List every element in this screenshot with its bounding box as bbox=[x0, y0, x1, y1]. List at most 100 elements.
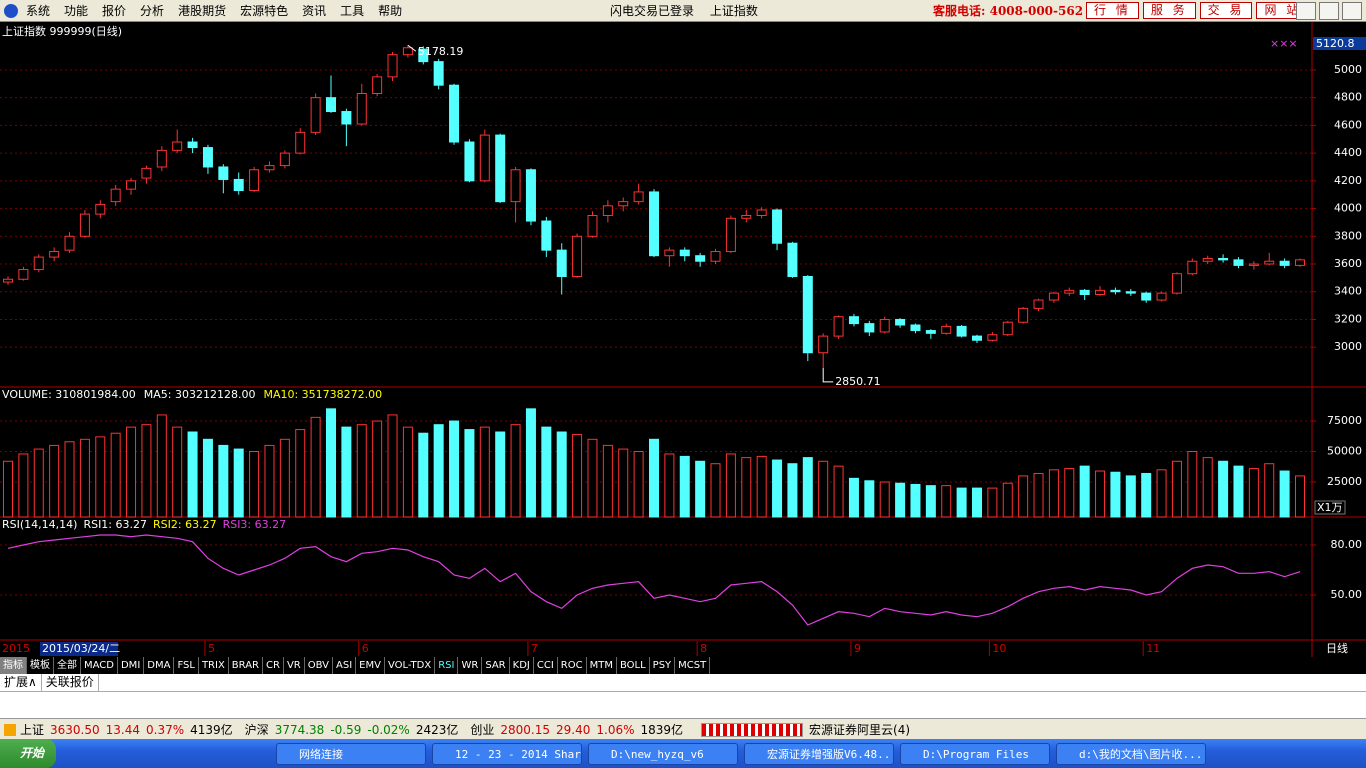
top-button[interactable]: 行 情 bbox=[1086, 2, 1139, 19]
task-button[interactable]: d:\我的文档\图片收... bbox=[1056, 742, 1207, 765]
indicator-tab[interactable]: OBV bbox=[305, 657, 333, 674]
volume-bar bbox=[295, 429, 306, 518]
volume-bar bbox=[418, 432, 429, 518]
indicator-tabs: 指标 模板 全部 MACD DMI DMA FSL TRIX BRAR CR VR OBV ASI EMV… bbox=[0, 657, 1366, 674]
indicator-header: MA10: 351738272.00 bbox=[263, 388, 382, 401]
candle-body bbox=[725, 217, 736, 253]
menu-item[interactable]: 工具 bbox=[340, 4, 365, 18]
indicator-tab[interactable]: PSY bbox=[650, 657, 676, 674]
menu-item[interactable]: 港股期货 bbox=[178, 4, 227, 18]
top-buttons: 行 情服 务交 易网 站 bbox=[1086, 2, 1313, 19]
task-button[interactable]: 12 - 23 - 2014 Shar... bbox=[432, 742, 583, 765]
indicator-tab[interactable]: DMA bbox=[144, 657, 175, 674]
close-button[interactable] bbox=[1342, 1, 1362, 20]
volume-bar bbox=[341, 426, 352, 518]
start-button[interactable]: 开始 bbox=[0, 739, 57, 768]
volume-bar bbox=[664, 453, 675, 518]
volume-bar bbox=[633, 451, 644, 518]
indicator-tab[interactable]: BOLL bbox=[617, 657, 650, 674]
menu-item[interactable]: 宏源特色 bbox=[240, 4, 289, 18]
overlay-marks: ××× bbox=[1270, 37, 1298, 50]
indicator-tab[interactable]: SAR bbox=[482, 657, 510, 674]
minimize-button[interactable] bbox=[1296, 1, 1316, 20]
volume-bar bbox=[326, 408, 336, 518]
candle-body bbox=[479, 134, 490, 182]
candle-body bbox=[895, 318, 906, 326]
indicator-tab[interactable]: VR bbox=[284, 657, 305, 674]
indicator-tab[interactable]: EMV bbox=[356, 657, 385, 674]
top-button[interactable]: 服 务 bbox=[1142, 2, 1196, 19]
volume-bar bbox=[1202, 457, 1213, 518]
y-tick-label: 25000 bbox=[1327, 475, 1362, 488]
volume-bar bbox=[1156, 469, 1167, 518]
indicator-tab[interactable]: ASI bbox=[333, 657, 357, 674]
volume-bar bbox=[464, 429, 475, 518]
status-item: 沪深 bbox=[244, 723, 269, 737]
volume-bar bbox=[1171, 460, 1182, 518]
status-item: 3774.38 bbox=[274, 722, 325, 737]
menu-item[interactable]: 系统 bbox=[26, 4, 51, 18]
indicator-tab[interactable]: TRIX bbox=[199, 657, 229, 674]
volume-bar bbox=[1110, 471, 1121, 518]
menu-item[interactable]: 资讯 bbox=[302, 4, 327, 18]
indicator-tab[interactable]: 指标 bbox=[0, 657, 27, 674]
indicator-tab[interactable]: MACD bbox=[81, 657, 118, 674]
indicator-tab[interactable]: 模板 bbox=[27, 657, 54, 674]
menu-item[interactable]: 功能 bbox=[64, 4, 89, 18]
indicator-tab[interactable]: RSI bbox=[435, 657, 459, 674]
cursor-date: 2015/03/24/二 bbox=[42, 642, 120, 655]
task-button[interactable]: D:\new_hyzq_v6 bbox=[588, 742, 739, 765]
top-button[interactable]: 交 易 bbox=[1199, 2, 1253, 19]
extension-tab[interactable]: 关联报价 bbox=[42, 674, 99, 691]
indicator-header: MA5: 303212128.00 bbox=[144, 388, 256, 401]
indicator-tab[interactable]: CCI bbox=[534, 657, 558, 674]
menu-item[interactable]: 帮助 bbox=[378, 4, 403, 18]
indicator-tab[interactable]: ROC bbox=[558, 657, 587, 674]
task-button[interactable]: D:\Program Files bbox=[900, 742, 1051, 765]
unit-box bbox=[1314, 500, 1346, 515]
indicator-tab[interactable]: DMI bbox=[118, 657, 145, 674]
candle-body bbox=[1033, 299, 1044, 309]
indicator-tab[interactable]: BRAR bbox=[229, 657, 263, 674]
volume-bar bbox=[479, 426, 490, 518]
indicator-tab[interactable]: CR bbox=[263, 657, 284, 674]
volume-bar bbox=[587, 438, 598, 518]
volume-bar bbox=[1295, 475, 1305, 518]
task-button[interactable]: 网络连接 bbox=[276, 742, 427, 765]
candle-body bbox=[1141, 292, 1152, 301]
volume-bar bbox=[1064, 468, 1075, 518]
y-tick-label: 80.00 bbox=[1331, 538, 1363, 551]
menu-item[interactable]: 分析 bbox=[140, 4, 165, 18]
task-button[interactable]: 宏源证券增强版V6.48... bbox=[744, 742, 895, 765]
candle-body bbox=[310, 97, 321, 133]
candle-body bbox=[402, 47, 413, 56]
volume-bar bbox=[572, 433, 583, 518]
candle-body bbox=[1018, 307, 1029, 323]
volume-bar bbox=[618, 448, 629, 518]
candle-body bbox=[218, 166, 229, 180]
candle-body bbox=[925, 330, 936, 334]
indicator-tab[interactable]: MTM bbox=[587, 657, 617, 674]
restore-button[interactable] bbox=[1319, 1, 1339, 20]
indicator-tab[interactable]: 全部 bbox=[54, 657, 81, 674]
indicator-tab[interactable]: MCST bbox=[675, 657, 711, 674]
annotation-pointer bbox=[407, 44, 417, 52]
candle-body bbox=[525, 169, 536, 222]
candle-body bbox=[249, 169, 260, 192]
indicator-tab[interactable]: KDJ bbox=[510, 657, 534, 674]
extension-tabs: 扩展∧ 关联报价 bbox=[0, 674, 1366, 692]
indicator-tab[interactable]: VOL-TDX bbox=[385, 657, 436, 674]
extension-tab[interactable]: 扩展∧ bbox=[0, 674, 42, 691]
volume-bar bbox=[649, 438, 659, 518]
x-tick-label: 2015 bbox=[2, 642, 30, 655]
candle-body bbox=[679, 249, 690, 257]
y-tick-label: 50.00 bbox=[1331, 588, 1363, 601]
menu-item[interactable]: 报价 bbox=[102, 4, 127, 18]
signal-indicator bbox=[701, 722, 804, 737]
volume-bar bbox=[110, 432, 121, 518]
indicator-tab[interactable]: FSL bbox=[174, 657, 199, 674]
volume-bar bbox=[1048, 469, 1059, 518]
indicator-tab[interactable]: WR bbox=[458, 657, 483, 674]
volume-bar bbox=[372, 420, 383, 518]
